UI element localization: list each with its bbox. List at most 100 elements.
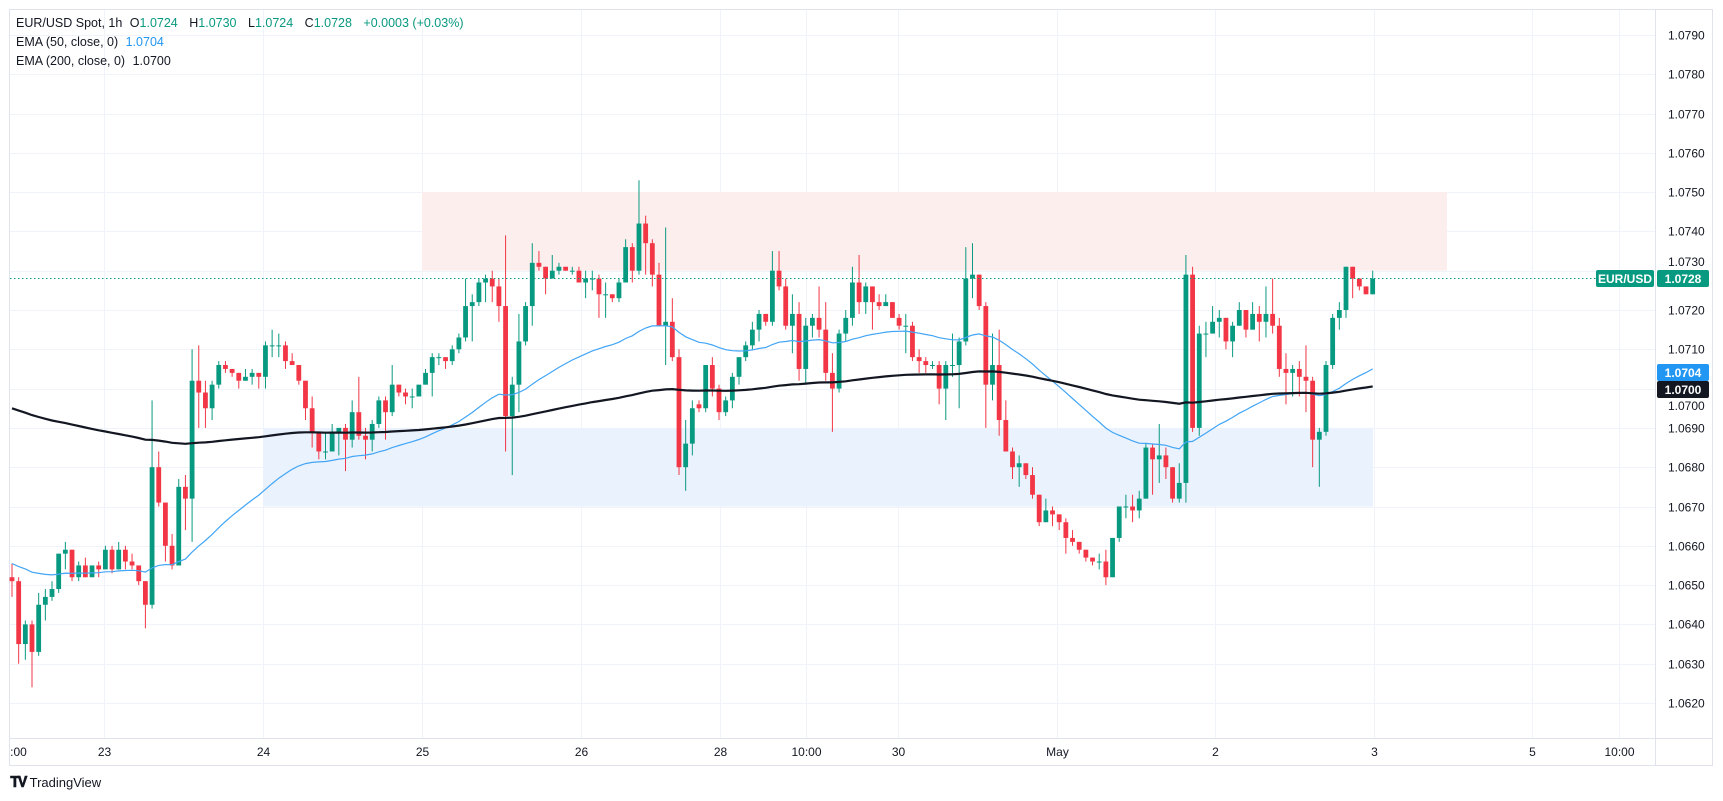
candle-body bbox=[276, 345, 282, 347]
candle bbox=[82, 557, 88, 578]
candle-body bbox=[89, 565, 95, 578]
candle bbox=[1110, 537, 1115, 578]
candle bbox=[1003, 400, 1009, 452]
candle-body bbox=[723, 400, 729, 413]
candle bbox=[296, 365, 302, 385]
legend-ema50-row[interactable]: EMA (50, close, 0) 1.0704 bbox=[16, 33, 467, 52]
candle-body bbox=[1243, 310, 1249, 330]
candle bbox=[283, 341, 288, 369]
candle-body bbox=[243, 376, 248, 381]
candle bbox=[1216, 310, 1222, 338]
candle bbox=[1050, 506, 1055, 527]
candle-body bbox=[449, 349, 455, 362]
candle-body bbox=[636, 223, 642, 271]
candle bbox=[189, 349, 195, 542]
candle-body bbox=[409, 396, 415, 398]
candle bbox=[396, 384, 402, 397]
time-tick-label: 3 bbox=[1371, 745, 1378, 759]
last-price-badge: 1.0728 bbox=[1665, 272, 1702, 286]
candle bbox=[943, 361, 949, 421]
candle bbox=[569, 266, 575, 275]
time-axis[interactable]: :00 23 24 25 26 28 10:00 30 May 2 3 5 10:00 bbox=[10, 745, 1635, 759]
tradingview-logo[interactable]: 𝐓𝐕 TradingView bbox=[10, 774, 101, 791]
legend-symbol[interactable]: EUR/USD Spot, 1h bbox=[16, 16, 123, 30]
close-label: C bbox=[304, 16, 314, 30]
price-axis[interactable]: 1.0790 1.0780 1.0770 1.0760 1.0750 1.0740 1.07… bbox=[1668, 29, 1705, 711]
legend-ohlc-row: EUR/USD Spot, 1h O1.0724 H1.0730 L1.0724… bbox=[16, 14, 467, 33]
open-value: 1.0724 bbox=[139, 16, 178, 30]
candle-body bbox=[910, 325, 915, 358]
candle-body bbox=[1143, 447, 1149, 499]
candle bbox=[256, 372, 262, 389]
candle-body bbox=[1176, 482, 1182, 499]
candle-body bbox=[529, 262, 535, 307]
candle-body bbox=[943, 365, 949, 389]
price-tick-label: 1.0650 bbox=[1668, 579, 1705, 593]
candle-body bbox=[1210, 321, 1215, 334]
candle bbox=[556, 262, 562, 275]
candle-body bbox=[803, 325, 809, 369]
candle-body bbox=[1276, 325, 1282, 369]
candle-body bbox=[1316, 431, 1322, 440]
legend-ema200-row[interactable]: EMA (200, close, 0) 1.0700 bbox=[16, 52, 467, 71]
candle bbox=[589, 270, 595, 291]
candle bbox=[56, 553, 62, 593]
candle-body bbox=[1203, 333, 1209, 335]
candle bbox=[529, 243, 535, 326]
price-tick-label: 1.0790 bbox=[1668, 29, 1705, 43]
candle-body bbox=[416, 384, 422, 397]
high-label: H bbox=[189, 16, 199, 30]
candle bbox=[609, 294, 615, 303]
candle-body bbox=[916, 357, 922, 362]
candle-body bbox=[1350, 266, 1356, 279]
candle-body bbox=[1236, 310, 1242, 326]
candle-body bbox=[596, 278, 602, 295]
candle-body bbox=[716, 388, 722, 413]
candle-body bbox=[1110, 537, 1115, 578]
candle-body bbox=[963, 278, 969, 342]
candle-body bbox=[336, 427, 342, 432]
candle-body bbox=[356, 412, 362, 436]
candle-body bbox=[1003, 420, 1009, 452]
candle-body bbox=[329, 431, 335, 452]
candle-body bbox=[1056, 514, 1062, 523]
zones bbox=[263, 192, 1447, 507]
candle-body bbox=[249, 372, 255, 377]
candle bbox=[1310, 376, 1316, 468]
candle bbox=[102, 545, 108, 570]
candle-body bbox=[736, 357, 742, 377]
price-tick-label: 1.0730 bbox=[1668, 255, 1705, 269]
candle bbox=[983, 302, 989, 428]
high-value: 1.0730 bbox=[198, 16, 237, 30]
candle-body bbox=[983, 306, 989, 385]
candle bbox=[749, 321, 755, 350]
time-tick-label: 10:00 bbox=[1604, 745, 1634, 759]
candle-body bbox=[143, 581, 148, 605]
time-tick-label: May bbox=[1046, 745, 1069, 759]
candle bbox=[669, 298, 675, 362]
low-value: 1.0724 bbox=[254, 16, 294, 30]
candle bbox=[623, 239, 629, 283]
candle-body bbox=[603, 294, 609, 296]
candle bbox=[689, 400, 695, 456]
candle bbox=[916, 349, 922, 373]
candle bbox=[1136, 490, 1142, 519]
close-value: 1.0728 bbox=[313, 16, 352, 30]
candle-body bbox=[536, 262, 542, 267]
candle bbox=[489, 270, 495, 303]
tradingview-logo-icon: 𝐓𝐕 bbox=[10, 774, 28, 791]
price-tick-label: 1.0670 bbox=[1668, 501, 1705, 515]
candle bbox=[476, 278, 482, 307]
candle bbox=[1276, 317, 1282, 377]
candle-body bbox=[423, 372, 428, 385]
candle bbox=[203, 380, 208, 428]
candle bbox=[850, 266, 855, 326]
candle bbox=[830, 353, 835, 432]
candle-body bbox=[283, 345, 288, 362]
candle bbox=[996, 329, 1002, 436]
price-tick-label: 1.0750 bbox=[1668, 186, 1705, 200]
candle-body bbox=[649, 243, 655, 275]
candle bbox=[1163, 447, 1169, 479]
candle-body bbox=[82, 565, 88, 578]
